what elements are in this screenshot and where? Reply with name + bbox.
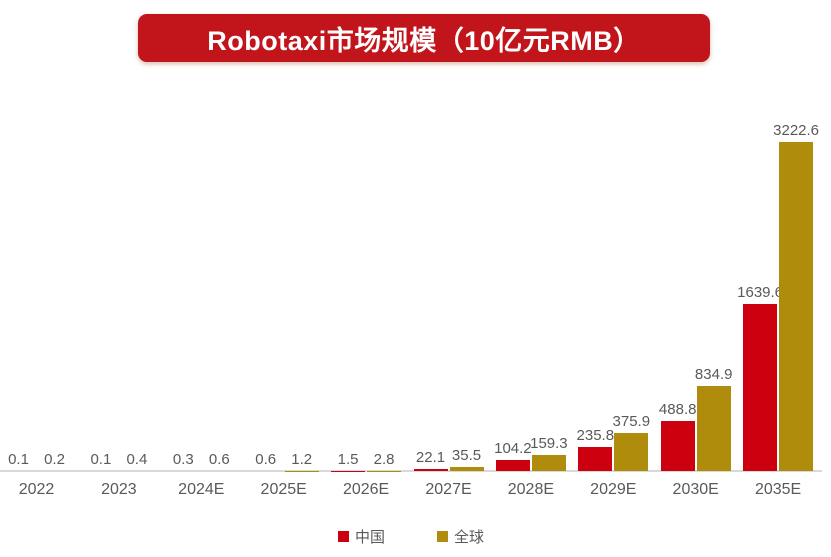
value-label-global: 834.9 xyxy=(694,365,733,383)
bar-global xyxy=(531,454,566,471)
bar-china xyxy=(578,446,613,471)
value-label-china: 104.2 xyxy=(494,440,532,458)
legend-swatch-china-icon xyxy=(337,531,349,542)
value-label-china: 0.3 xyxy=(172,450,194,468)
legend-item-global: 全球 xyxy=(437,526,484,547)
bar-china xyxy=(743,303,778,471)
category-label: 2024E xyxy=(178,481,225,498)
value-label-global: 159.3 xyxy=(530,434,568,452)
legend-swatch-global-icon xyxy=(437,531,448,542)
value-label-china: 1639.6 xyxy=(737,283,784,301)
bar-global xyxy=(614,432,649,471)
title-banner: Robotaxi市场规模（10亿元RMB） xyxy=(138,14,710,62)
chart-legend: 中国 全球 xyxy=(0,526,822,547)
value-label-global: 0.2 xyxy=(44,450,65,468)
legend-item-china: 中国 xyxy=(337,526,385,547)
category-label: 2026E xyxy=(342,481,390,498)
value-label-global: 1.2 xyxy=(291,450,313,468)
value-label-china: 0.1 xyxy=(90,451,112,468)
value-label-china: 235.8 xyxy=(576,426,615,444)
bar-china xyxy=(413,468,448,471)
value-label-global: 0.6 xyxy=(208,450,230,468)
value-label-china: 0.1 xyxy=(8,451,29,468)
category-label: 2030E xyxy=(672,481,719,498)
bar-china xyxy=(495,460,530,471)
value-label-global: 0.4 xyxy=(126,450,148,468)
bar-global xyxy=(449,467,484,471)
category-label: 2022 xyxy=(18,481,55,498)
chart-title: Robotaxi市场规模（10亿元RMB） xyxy=(207,25,641,56)
value-label-global: 3222.6 xyxy=(773,122,820,139)
value-label-china: 1.5 xyxy=(337,450,359,468)
value-label-global: 35.5 xyxy=(451,447,482,465)
value-label-china: 22.1 xyxy=(415,448,446,466)
bar-global xyxy=(779,142,814,471)
bar-china xyxy=(660,421,695,471)
category-label: 2025E xyxy=(260,481,307,498)
value-label-china: 0.6 xyxy=(255,450,277,468)
legend-label-china: 中国 xyxy=(354,529,385,546)
value-label-global: 2.8 xyxy=(373,450,395,468)
category-label: 2027E xyxy=(425,481,472,498)
category-label: 2035E xyxy=(754,481,802,498)
x-axis-line xyxy=(0,470,822,472)
value-label-global: 375.9 xyxy=(612,412,651,430)
category-label: 2028E xyxy=(507,481,555,498)
bar-global xyxy=(696,385,731,471)
category-label: 2029E xyxy=(590,481,637,498)
legend-label-global: 全球 xyxy=(454,529,485,546)
value-label-china: 488.8 xyxy=(658,401,697,419)
category-label: 2023 xyxy=(101,481,137,498)
